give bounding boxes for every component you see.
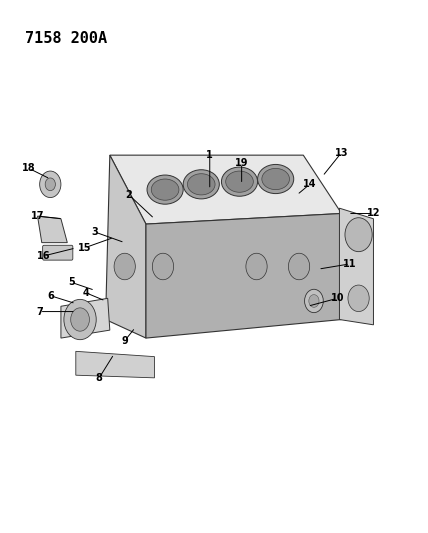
Text: 9: 9 [121, 336, 128, 346]
Circle shape [348, 285, 369, 312]
Circle shape [309, 295, 319, 308]
Text: 18: 18 [22, 164, 36, 173]
Text: 19: 19 [235, 158, 248, 168]
Text: 10: 10 [330, 293, 344, 303]
Ellipse shape [226, 171, 253, 192]
Ellipse shape [262, 168, 289, 190]
Circle shape [114, 253, 135, 280]
Text: 13: 13 [335, 148, 348, 158]
Circle shape [288, 253, 310, 280]
Text: 17: 17 [31, 211, 44, 221]
Circle shape [305, 289, 323, 313]
Text: 14: 14 [303, 179, 316, 189]
Polygon shape [76, 351, 155, 378]
Circle shape [246, 253, 267, 280]
Circle shape [345, 217, 372, 252]
Polygon shape [339, 208, 374, 325]
Text: 7: 7 [36, 306, 43, 317]
Text: 5: 5 [68, 277, 75, 287]
Text: 4: 4 [83, 288, 90, 298]
Polygon shape [38, 216, 67, 243]
Circle shape [40, 171, 61, 198]
Text: 12: 12 [367, 208, 380, 219]
Text: 6: 6 [47, 290, 54, 301]
Ellipse shape [183, 169, 219, 199]
Text: 1: 1 [206, 150, 213, 160]
Polygon shape [106, 155, 146, 338]
Circle shape [64, 300, 96, 340]
Circle shape [71, 308, 89, 331]
Ellipse shape [187, 174, 215, 195]
Circle shape [152, 253, 174, 280]
Ellipse shape [151, 179, 179, 200]
Ellipse shape [258, 165, 294, 193]
Text: 3: 3 [92, 227, 98, 237]
Text: 15: 15 [77, 243, 91, 253]
Text: 11: 11 [343, 259, 357, 269]
Polygon shape [146, 214, 342, 338]
Text: 8: 8 [96, 373, 103, 383]
Polygon shape [110, 155, 342, 224]
Ellipse shape [147, 175, 183, 204]
Circle shape [45, 178, 55, 191]
Text: 16: 16 [37, 251, 51, 261]
Polygon shape [61, 298, 110, 338]
Text: 7158 200A: 7158 200A [25, 30, 107, 45]
Ellipse shape [221, 167, 258, 196]
FancyBboxPatch shape [43, 245, 73, 260]
Text: 2: 2 [125, 190, 132, 200]
